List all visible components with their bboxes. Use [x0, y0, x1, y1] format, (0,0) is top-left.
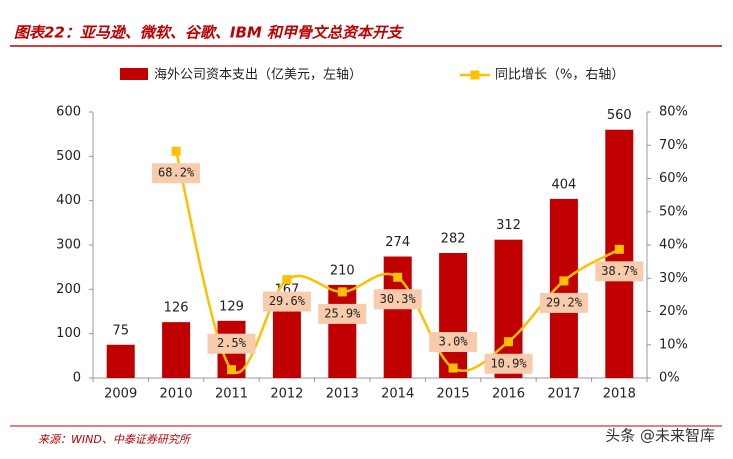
value-label-box: [429, 332, 478, 353]
x-tick-label: 2013: [326, 387, 359, 402]
line-marker: [504, 337, 513, 347]
y-tick-label: 500: [56, 149, 81, 164]
line-value-label: 2.5%: [217, 336, 247, 350]
y2-tick-label: 70%: [659, 138, 688, 153]
x-tick-label: 2011: [215, 387, 248, 402]
bar-value-label: 282: [441, 231, 466, 246]
value-label-box: [373, 289, 422, 310]
line-marker: [393, 272, 403, 282]
bar: [272, 303, 301, 378]
y2-tick-label: 80%: [659, 105, 688, 120]
legend-label: 同比增长（%，右轴）: [495, 68, 624, 83]
x-tick-label: 2018: [603, 387, 636, 402]
y-tick-label: 600: [56, 105, 81, 120]
x-tick-label: 2012: [270, 387, 303, 402]
value-label-box: [262, 291, 311, 312]
line-marker: [337, 287, 347, 297]
source: 来源：WIND、中泰证券研究所: [38, 433, 192, 446]
value-label-box: [484, 353, 533, 374]
x-tick-label: 2014: [381, 387, 414, 402]
line-value-label: 30.3%: [380, 292, 417, 306]
y-tick-label: 0: [73, 371, 81, 386]
y2-tick-label: 10%: [659, 337, 688, 352]
line-value-label: 29.2%: [546, 295, 583, 309]
legend-label: 海外公司资本支出（亿美元，左轴）: [154, 68, 362, 83]
bar: [328, 284, 357, 378]
x-tick-label: 2017: [547, 387, 580, 402]
y2-tick-label: 20%: [659, 304, 688, 319]
line-value-label: 68.2%: [158, 166, 195, 180]
line-value-label: 38.7%: [601, 264, 638, 278]
value-label-box: [152, 163, 201, 184]
line-marker: [448, 363, 458, 373]
y2-tick-label: 0%: [659, 371, 680, 386]
y-tick-label: 200: [56, 282, 81, 297]
y2-tick-label: 40%: [659, 238, 688, 253]
y2-tick-label: 30%: [659, 271, 688, 286]
bar-value-label: 75: [112, 323, 129, 338]
bar-value-label: 560: [607, 108, 632, 123]
y2-tick-label: 60%: [659, 171, 688, 186]
legend-swatch: [120, 68, 148, 80]
line-marker: [171, 146, 181, 156]
bar-value-label: 129: [219, 299, 244, 314]
bar-value-label: 404: [551, 177, 576, 192]
x-tick-label: 2016: [492, 387, 525, 402]
bar-value-label: 312: [496, 218, 521, 233]
line-value-label: 25.9%: [324, 306, 361, 320]
line-value-label: 3.0%: [439, 335, 469, 349]
y-tick-label: 400: [56, 193, 81, 208]
line-marker: [227, 365, 236, 375]
y-tick-label: 300: [56, 238, 81, 253]
x-tick-label: 2009: [104, 387, 137, 402]
legend-swatch: [470, 70, 480, 80]
bar-value-label: 126: [164, 301, 189, 316]
value-label-box: [318, 303, 367, 324]
x-tick-label: 2010: [160, 387, 193, 402]
line-value-label: 29.6%: [269, 294, 306, 308]
line-value-label: 10.9%: [490, 356, 527, 370]
bar-value-label: 210: [330, 263, 355, 278]
bar-value-label: 274: [385, 235, 410, 250]
line-marker: [559, 276, 569, 286]
line-marker: [614, 244, 624, 254]
chart-title: 图表22：亚马逊、微软、谷歌、IBM 和甲骨文总资本开支: [14, 24, 404, 42]
bar: [162, 322, 191, 378]
bar: [106, 344, 135, 378]
bar: [549, 198, 578, 378]
x-tick-label: 2015: [437, 387, 470, 402]
y-tick-label: 100: [56, 326, 81, 341]
value-label-box: [207, 333, 256, 354]
watermark: 头条 @未来智库: [605, 427, 715, 445]
value-label-box: [539, 292, 588, 313]
value-label-box: [595, 261, 644, 282]
y2-tick-label: 50%: [659, 204, 688, 219]
line-marker: [282, 275, 292, 285]
